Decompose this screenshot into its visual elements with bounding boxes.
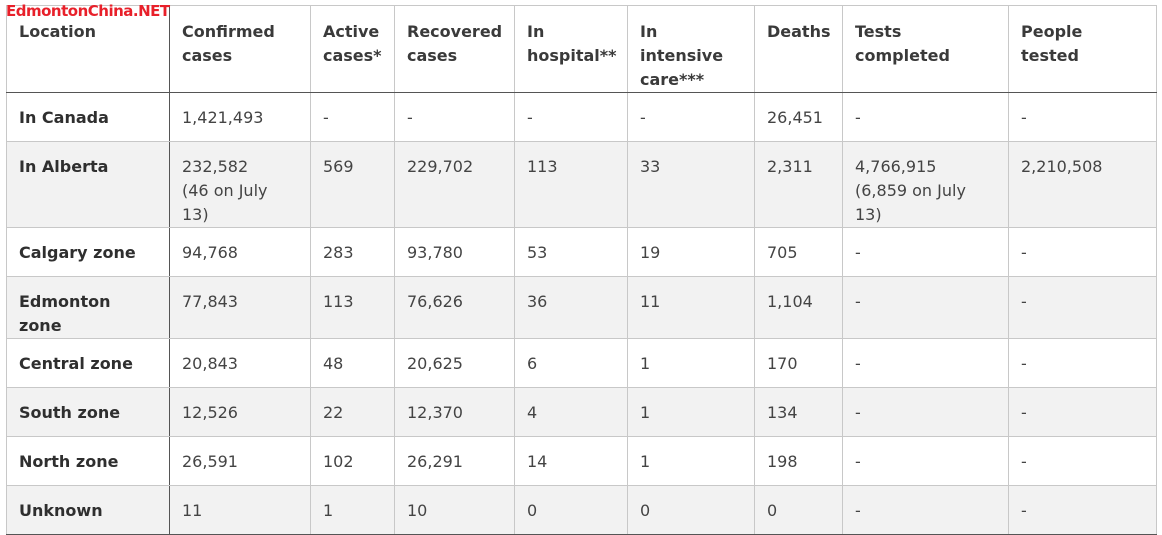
cell-recovered: 229,702 <box>394 141 515 228</box>
watermark-logo: EdmontonChina.NET <box>6 2 170 20</box>
cell-tests: 4,766,915 (6,859 on July 13) <box>842 141 1009 228</box>
cell-confirmed: 232,582 (46 on July 13) <box>169 141 311 228</box>
cell-tests: - <box>842 276 1009 339</box>
cell-hospital: 36 <box>514 276 628 339</box>
header-active-cases: Active cases* <box>310 5 395 93</box>
tests-value: 4,766,915 <box>855 157 937 176</box>
confirmed-value: 232,582 <box>182 157 249 176</box>
cell-deaths: 26,451 <box>754 92 843 142</box>
cell-deaths: 0 <box>754 485 843 535</box>
cell-confirmed: 1,421,493 <box>169 92 311 142</box>
header-recovered-cases: Recovered cases <box>394 5 515 93</box>
cell-hospital: 6 <box>514 338 628 388</box>
cell-active: - <box>310 92 395 142</box>
cell-tests: - <box>842 338 1009 388</box>
cell-active: 1 <box>310 485 395 535</box>
cell-deaths: 2,311 <box>754 141 843 228</box>
table-row: In Canada 1,421,493 - - - - 26,451 - - <box>6 92 1157 142</box>
header-location: Location <box>6 5 170 93</box>
cell-recovered: 26,291 <box>394 436 515 486</box>
cell-deaths: 705 <box>754 227 843 277</box>
cell-people-tested: - <box>1008 436 1157 486</box>
cell-tests: - <box>842 436 1009 486</box>
header-people-tested: People tested <box>1008 5 1157 93</box>
cell-active: 569 <box>310 141 395 228</box>
cell-tests: - <box>842 485 1009 535</box>
cell-deaths: 1,104 <box>754 276 843 339</box>
cell-icu: 33 <box>627 141 755 228</box>
table-row: Calgary zone 94,768 283 93,780 53 19 705… <box>6 227 1157 277</box>
row-location: Central zone <box>6 338 170 388</box>
cell-people-tested: - <box>1008 485 1157 535</box>
header-confirmed-cases: Confirmed cases <box>169 5 311 93</box>
table-row: Unknown 11 1 10 0 0 0 - - <box>6 485 1157 535</box>
cell-people-tested: - <box>1008 338 1157 388</box>
row-location: North zone <box>6 436 170 486</box>
cell-icu: 1 <box>627 338 755 388</box>
cell-tests: - <box>842 227 1009 277</box>
cell-confirmed: 77,843 <box>169 276 311 339</box>
cell-active: 113 <box>310 276 395 339</box>
confirmed-daily-note: (46 on July 13) <box>182 181 268 224</box>
cell-deaths: 170 <box>754 338 843 388</box>
cell-confirmed: 94,768 <box>169 227 311 277</box>
row-location: South zone <box>6 387 170 437</box>
row-location: In Canada <box>6 92 170 142</box>
cell-icu: - <box>627 92 755 142</box>
cell-deaths: 198 <box>754 436 843 486</box>
cell-tests: - <box>842 387 1009 437</box>
cell-people-tested: - <box>1008 92 1157 142</box>
cell-recovered: 20,625 <box>394 338 515 388</box>
cell-hospital: 53 <box>514 227 628 277</box>
cell-active: 283 <box>310 227 395 277</box>
table-row: North zone 26,591 102 26,291 14 1 198 - … <box>6 436 1157 486</box>
cell-tests: - <box>842 92 1009 142</box>
cell-hospital: 113 <box>514 141 628 228</box>
cell-confirmed: 12,526 <box>169 387 311 437</box>
cell-icu: 0 <box>627 485 755 535</box>
row-location: Calgary zone <box>6 227 170 277</box>
cell-icu: 11 <box>627 276 755 339</box>
row-location: Edmonton zone <box>6 276 170 339</box>
cell-hospital: 14 <box>514 436 628 486</box>
row-location: In Alberta <box>6 141 170 228</box>
table-header-row: Location Confirmed cases Active cases* R… <box>6 5 1157 93</box>
cell-hospital: 0 <box>514 485 628 535</box>
cell-people-tested: - <box>1008 227 1157 277</box>
cell-recovered: 76,626 <box>394 276 515 339</box>
cell-confirmed: 26,591 <box>169 436 311 486</box>
cell-icu: 1 <box>627 387 755 437</box>
cell-confirmed: 20,843 <box>169 338 311 388</box>
cell-active: 22 <box>310 387 395 437</box>
cell-hospital: - <box>514 92 628 142</box>
cell-recovered: 10 <box>394 485 515 535</box>
confirmed-value: 1,421,493 <box>182 108 264 127</box>
header-deaths: Deaths <box>754 5 843 93</box>
cell-active: 102 <box>310 436 395 486</box>
header-tests-completed: Tests completed <box>842 5 1009 93</box>
table-row: In Alberta 232,582 (46 on July 13) 569 2… <box>6 141 1157 228</box>
cell-recovered: 12,370 <box>394 387 515 437</box>
tests-value: - <box>855 108 861 127</box>
tests-daily-note: (6,859 on July 13) <box>855 181 966 224</box>
cell-active: 48 <box>310 338 395 388</box>
covid-stats-table: Location Confirmed cases Active cases* R… <box>6 5 1157 535</box>
header-intensive-care: In intensive care*** <box>627 5 755 93</box>
row-location: Unknown <box>6 485 170 535</box>
header-in-hospital: In hospital** <box>514 5 628 93</box>
table-row: South zone 12,526 22 12,370 4 1 134 - - <box>6 387 1157 437</box>
cell-icu: 19 <box>627 227 755 277</box>
table-row: Edmonton zone 77,843 113 76,626 36 11 1,… <box>6 276 1157 339</box>
cell-people-tested: 2,210,508 <box>1008 141 1157 228</box>
cell-confirmed: 11 <box>169 485 311 535</box>
cell-people-tested: - <box>1008 276 1157 339</box>
cell-people-tested: - <box>1008 387 1157 437</box>
table-row: Central zone 20,843 48 20,625 6 1 170 - … <box>6 338 1157 388</box>
cell-deaths: 134 <box>754 387 843 437</box>
cell-recovered: 93,780 <box>394 227 515 277</box>
cell-recovered: - <box>394 92 515 142</box>
cell-hospital: 4 <box>514 387 628 437</box>
cell-icu: 1 <box>627 436 755 486</box>
